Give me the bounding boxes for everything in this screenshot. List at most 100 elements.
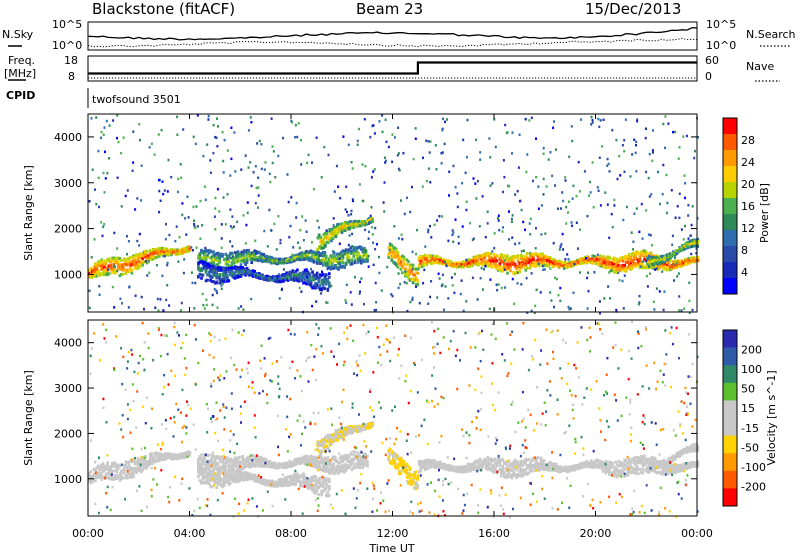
velocity-cell bbox=[268, 460, 272, 463]
power-cell bbox=[596, 253, 599, 256]
power-cell bbox=[236, 273, 240, 277]
power-cell bbox=[141, 253, 144, 257]
power-cell bbox=[338, 252, 342, 256]
velocity-cell bbox=[110, 470, 114, 474]
power-cell bbox=[328, 257, 331, 261]
power-cell bbox=[624, 269, 628, 273]
velocity-cell bbox=[174, 453, 178, 457]
power-cell bbox=[484, 260, 488, 264]
power-cell bbox=[226, 274, 229, 278]
power-cell bbox=[253, 258, 256, 262]
power-cell bbox=[454, 218, 457, 221]
power-cell bbox=[483, 268, 485, 271]
power-cell bbox=[619, 174, 622, 177]
power-cell bbox=[338, 261, 342, 265]
power-cell bbox=[210, 262, 214, 266]
power-cell bbox=[594, 257, 598, 261]
power-cell bbox=[468, 261, 471, 265]
velocity-cell bbox=[177, 456, 181, 460]
power-cell bbox=[259, 259, 263, 262]
velocity-cell bbox=[155, 460, 158, 464]
power-cell bbox=[391, 133, 394, 136]
colorbar-tick-label: 16 bbox=[741, 200, 755, 213]
power-cell bbox=[517, 166, 520, 169]
power-cell bbox=[483, 262, 486, 265]
power-cell bbox=[519, 261, 523, 265]
power-cell bbox=[330, 284, 333, 288]
power-cell bbox=[265, 274, 269, 278]
power-cell bbox=[197, 254, 200, 258]
power-cell bbox=[143, 307, 145, 311]
power-cell bbox=[635, 252, 639, 256]
power-cell bbox=[444, 285, 447, 288]
velocity-cell bbox=[251, 454, 255, 457]
power-cell bbox=[664, 261, 668, 265]
power-cell bbox=[652, 263, 655, 267]
power-cell bbox=[506, 254, 509, 258]
power-cell bbox=[612, 265, 616, 269]
power-cell bbox=[261, 255, 264, 259]
power-cell bbox=[530, 256, 534, 260]
power-cell bbox=[320, 243, 324, 247]
power-cell bbox=[89, 274, 93, 278]
power-cell bbox=[110, 266, 114, 270]
power-cell bbox=[594, 261, 598, 265]
power-cell bbox=[653, 308, 656, 311]
power-cell bbox=[159, 246, 163, 250]
power-cell bbox=[629, 266, 633, 270]
power-cell bbox=[457, 235, 460, 238]
power-cell bbox=[486, 251, 489, 255]
power-cell bbox=[167, 249, 170, 253]
power-cell bbox=[200, 249, 203, 253]
power-cell bbox=[364, 253, 368, 257]
power-cell bbox=[597, 263, 601, 267]
velocity-cell bbox=[285, 461, 288, 465]
power-cell bbox=[502, 159, 505, 162]
power-cell bbox=[264, 278, 267, 282]
power-cell bbox=[233, 266, 237, 270]
velocity-cell bbox=[151, 461, 155, 465]
power-cell bbox=[212, 250, 215, 254]
power-cell bbox=[506, 262, 509, 266]
power-cell bbox=[623, 257, 626, 261]
power-cell bbox=[156, 254, 160, 258]
power-cell bbox=[416, 228, 419, 232]
power-cell bbox=[469, 221, 472, 225]
power-cell bbox=[354, 223, 357, 227]
power-cell bbox=[330, 232, 333, 236]
power-cell bbox=[328, 285, 331, 289]
power-cell bbox=[226, 149, 229, 152]
power-cell bbox=[274, 277, 278, 281]
power-cell bbox=[98, 293, 101, 296]
power-cell bbox=[253, 272, 256, 276]
colorbar-tick-label: 24 bbox=[741, 156, 755, 169]
power-cell bbox=[201, 292, 204, 296]
power-cell bbox=[215, 271, 218, 275]
power-cell bbox=[356, 223, 359, 227]
power-cell bbox=[329, 265, 333, 269]
velocity-cell bbox=[227, 465, 231, 469]
power-cell bbox=[360, 247, 363, 251]
power-cell bbox=[219, 255, 223, 259]
power-cell bbox=[271, 145, 274, 148]
power-cell bbox=[655, 256, 658, 260]
power-cell bbox=[295, 216, 298, 219]
power-cell bbox=[640, 254, 643, 257]
power-cell bbox=[495, 259, 499, 263]
power-cell bbox=[596, 259, 599, 263]
power-cell bbox=[552, 241, 555, 245]
power-cell bbox=[311, 250, 314, 254]
power-cell bbox=[644, 136, 647, 140]
power-cell bbox=[652, 300, 655, 304]
power-cell bbox=[210, 270, 214, 274]
power-cell bbox=[176, 115, 179, 119]
power-cell bbox=[339, 223, 342, 227]
power-cell bbox=[311, 258, 314, 262]
power-cell bbox=[136, 266, 140, 270]
velocity-cell bbox=[209, 461, 212, 465]
power-cell bbox=[161, 180, 164, 183]
power-cell bbox=[246, 211, 249, 215]
power-cell bbox=[474, 258, 477, 262]
power-cell bbox=[140, 295, 143, 299]
power-cell bbox=[539, 252, 543, 256]
